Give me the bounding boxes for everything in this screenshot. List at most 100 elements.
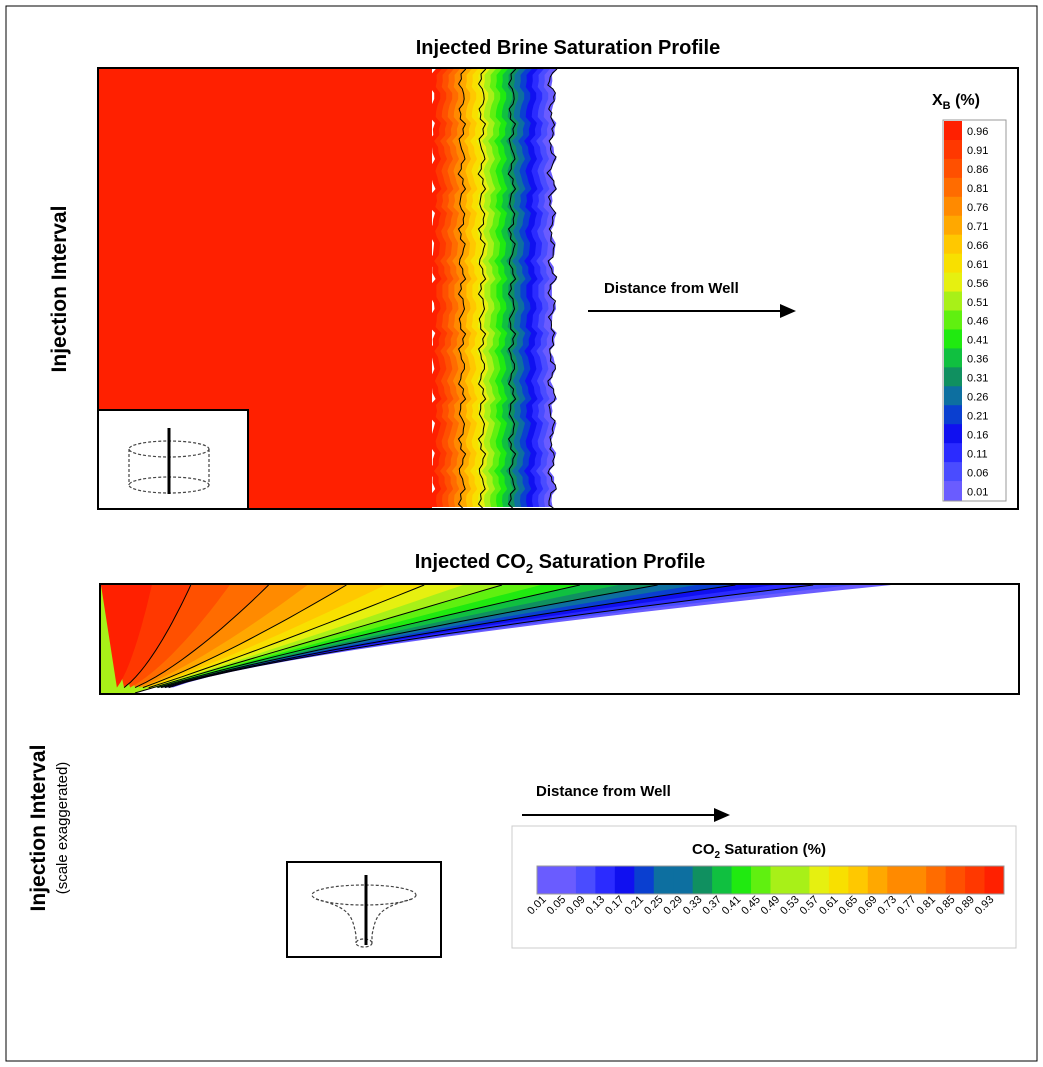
top-legend-cell <box>944 139 962 160</box>
bottom-legend-cell <box>556 866 577 894</box>
top-distance-arrow <box>588 304 796 318</box>
co2-band <box>101 585 152 688</box>
brine-band <box>464 69 480 507</box>
bottom-legend-cell <box>731 866 752 894</box>
brine-band <box>446 69 462 507</box>
top-legend-tick: 0.96 <box>967 126 988 138</box>
brine-band <box>476 69 492 507</box>
top-legend-tick: 0.86 <box>967 164 988 176</box>
top-legend-tick: 0.16 <box>967 429 988 441</box>
bottom-legend-title: CO2 Saturation (%) <box>692 841 826 861</box>
bottom-legend-cell <box>848 866 869 894</box>
brine-band <box>506 69 522 507</box>
bottom-legend-frame <box>536 865 1005 895</box>
top-legend-cell <box>944 310 962 330</box>
co2-contour-line <box>142 584 347 689</box>
top-legend-tick: 0.76 <box>967 202 988 214</box>
brine-band <box>524 69 540 507</box>
brine-band <box>428 69 444 507</box>
top-legend-cell <box>944 291 962 311</box>
top-legend-tick: 0.06 <box>967 467 988 479</box>
co2-contour-line <box>123 584 192 688</box>
outer-border <box>5 5 1038 1062</box>
top-legend-tick: 0.71 <box>967 221 988 233</box>
brine-band <box>458 69 474 507</box>
co2-contour-line <box>168 584 814 689</box>
top-legend-cell <box>944 272 962 293</box>
co2-saturation-bands <box>101 585 891 693</box>
top-legend-colorbar: 0.96 0.91 0.86 0.81 0.76 0.71 0.66 0.61 0.56 0.51… <box>944 121 988 501</box>
top-legend-tick: 0.66 <box>967 240 988 252</box>
top-plot-frame <box>97 67 1019 510</box>
brine-band <box>434 69 450 507</box>
bottom-legend-cell <box>945 866 966 894</box>
top-legend-cell <box>944 481 962 501</box>
bottom-legend: CO2 Saturation (%) 0.010.050.090.130.170… <box>511 825 1017 949</box>
top-legend-cell <box>944 443 962 463</box>
bottom-legend-cell <box>537 866 557 894</box>
brine-contour-line <box>457 68 467 510</box>
bottom-legend-cell <box>770 866 791 894</box>
bottom-legend-cell <box>809 866 830 894</box>
bottom-legend-cell <box>789 866 810 894</box>
top-legend-tick: 0.81 <box>967 183 988 195</box>
bottom-legend-cell <box>984 866 1005 894</box>
brine-band <box>452 69 468 507</box>
bottom-legend-cell <box>692 866 713 894</box>
co2-contour-line <box>160 584 658 689</box>
funnel-plume-well-icon <box>311 875 417 948</box>
top-legend-cell <box>944 177 962 198</box>
bottom-legend-cell <box>595 866 616 894</box>
top-legend-tick: 0.31 <box>967 373 988 385</box>
bottom-panel-title: Injected CO2 Saturation Profile <box>415 551 706 576</box>
bottom-legend-cell <box>867 866 888 894</box>
brine-band <box>494 69 510 507</box>
top-legend-cell <box>944 329 962 349</box>
co2-contour-line <box>164 584 736 689</box>
bottom-legend-cell <box>575 866 596 894</box>
bottom-legend-cell <box>965 866 986 894</box>
top-legend-tick: 0.56 <box>967 278 988 290</box>
top-legend-cell <box>944 121 962 141</box>
brine-band <box>530 69 546 507</box>
brine-contour-lines <box>457 68 558 510</box>
co2-saturation-plot <box>100 584 1019 694</box>
bottom-legend-cell <box>828 866 849 894</box>
top-legend-tick: 0.26 <box>967 392 988 404</box>
top-legend-tick: 0.36 <box>967 354 988 366</box>
top-legend-cell <box>944 405 962 425</box>
top-legend-cell <box>944 158 962 179</box>
brine-band <box>512 69 528 507</box>
bottom-legend-cell <box>614 866 635 894</box>
bottom-legend-cell <box>653 866 674 894</box>
top-legend-tick: 0.41 <box>967 335 988 347</box>
cylinder-well-icon <box>128 428 210 494</box>
brine-band <box>536 69 552 507</box>
top-legend-cell <box>944 215 962 236</box>
top-legend-title: XB (%) <box>932 92 980 112</box>
bottom-inset <box>286 861 442 958</box>
bottom-y-label: Injection Interval <box>27 745 50 912</box>
top-panel-title: Injected Brine Saturation Profile <box>416 37 721 59</box>
top-legend: XB (%) 0.960.910.860.810.760.710.660.610… <box>932 92 1007 502</box>
brine-band <box>500 69 516 507</box>
co2-contour-line <box>148 584 425 689</box>
top-legend-tick: 0.46 <box>967 316 988 328</box>
top-legend-tick: 0.21 <box>967 410 988 422</box>
top-legend-cell <box>944 196 962 217</box>
top-legend-cell <box>944 253 962 274</box>
bottom-legend-cell <box>906 866 927 894</box>
co2-contour-line <box>134 584 503 694</box>
brine-front-line <box>546 68 558 510</box>
top-legend-cell <box>944 462 962 482</box>
bottom-legend-cell <box>751 866 771 894</box>
bottom-legend-cell <box>887 866 908 894</box>
top-legend-cell <box>944 367 962 387</box>
bottom-legend-cell <box>712 866 733 894</box>
bottom-arrow-label: Distance from Well <box>536 783 671 800</box>
brine-contour-line <box>477 68 487 510</box>
brine-band <box>440 69 456 507</box>
top-legend-tick: 0.91 <box>967 145 988 157</box>
brine-band <box>518 69 534 507</box>
